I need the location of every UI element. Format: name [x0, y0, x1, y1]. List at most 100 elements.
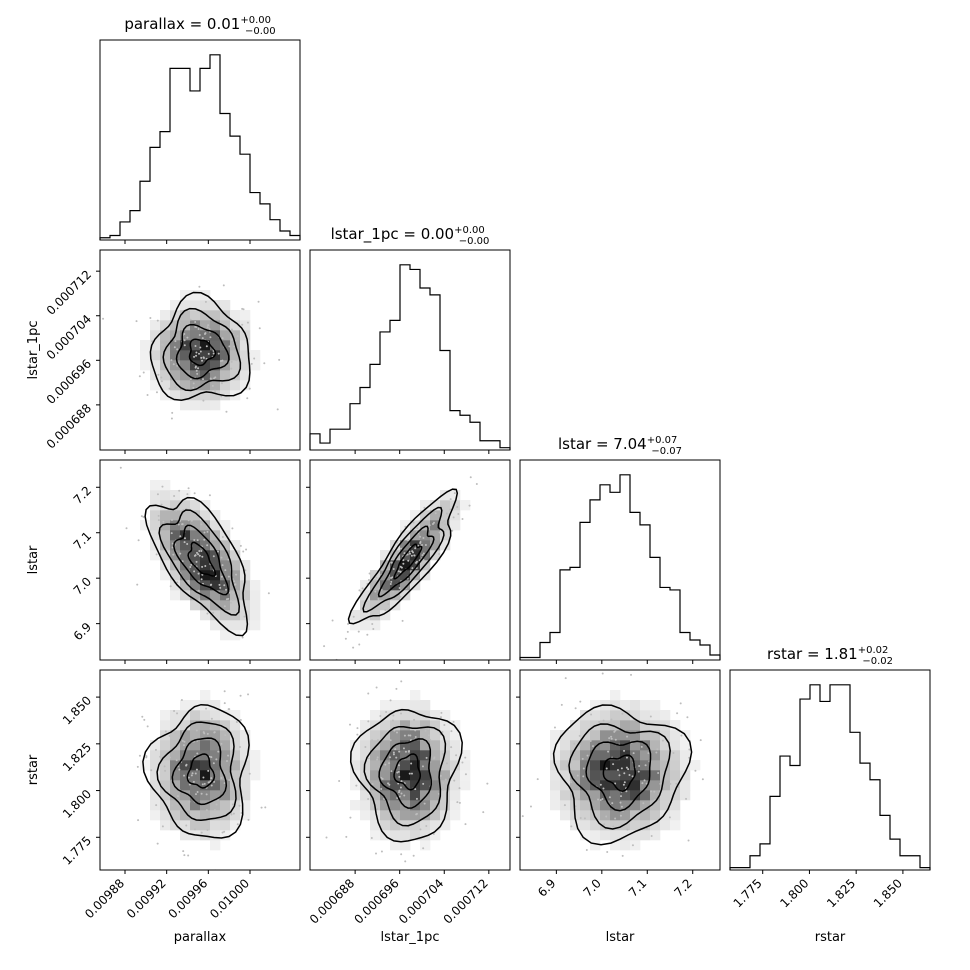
- density-bin: [220, 740, 231, 751]
- sample-point: [201, 359, 204, 362]
- sample-point: [197, 328, 200, 331]
- sample-point: [560, 703, 563, 706]
- sample-point: [358, 643, 361, 646]
- sample-point: [263, 362, 266, 365]
- density-bin: [150, 480, 161, 491]
- sample-point: [218, 583, 221, 586]
- sample-point: [213, 731, 216, 734]
- density-bin: [630, 700, 641, 711]
- sample-point: [228, 372, 231, 375]
- density-bin: [150, 330, 161, 341]
- density-bin: [150, 770, 161, 781]
- sample-point: [204, 565, 207, 568]
- density-bin: [180, 750, 191, 761]
- density-bin: [200, 790, 211, 801]
- density-bin: [640, 800, 651, 811]
- density-bin: [150, 350, 161, 361]
- sample-point: [239, 718, 242, 721]
- sample-point: [445, 512, 448, 515]
- sample-point: [457, 512, 460, 515]
- sample-point: [182, 744, 185, 747]
- title-lstar_1pc: lstar_1pc = 0.00+0.00 −0.00: [331, 225, 490, 247]
- sample-point: [449, 498, 452, 501]
- density-bin: [670, 720, 681, 731]
- density-bin: [430, 820, 441, 831]
- sample-point: [201, 565, 204, 568]
- sample-point: [227, 558, 230, 561]
- density-bin: [170, 320, 181, 331]
- sample-point: [230, 338, 233, 341]
- sample-point: [207, 781, 210, 784]
- sample-point: [439, 774, 442, 777]
- density-bin: [240, 350, 251, 361]
- sample-point: [377, 598, 380, 601]
- density-bin: [560, 790, 571, 801]
- density-bin: [430, 760, 441, 771]
- sample-point: [623, 772, 626, 775]
- sample-point: [188, 800, 191, 803]
- density-bin: [210, 700, 221, 711]
- sample-point: [376, 756, 379, 759]
- sample-point: [415, 797, 418, 800]
- sample-point: [244, 569, 247, 572]
- sample-point: [356, 727, 359, 730]
- sample-point: [206, 732, 209, 735]
- sample-point: [185, 824, 188, 827]
- density-bin: [230, 370, 241, 381]
- density-bin: [570, 720, 581, 731]
- sample-point: [461, 518, 464, 521]
- density-bin: [170, 550, 181, 561]
- sample-point: [668, 816, 671, 819]
- sample-point: [196, 372, 199, 375]
- density-bin: [240, 580, 251, 591]
- sample-point: [233, 345, 236, 348]
- sample-point: [367, 798, 370, 801]
- density-bin: [660, 810, 671, 821]
- density-bin: [150, 340, 161, 351]
- contour-2sigma: [552, 704, 693, 846]
- density-bin: [210, 390, 221, 401]
- axes-frame: [519, 459, 721, 661]
- sample-point: [227, 575, 230, 578]
- sample-point: [227, 754, 230, 757]
- sample-point: [194, 344, 197, 347]
- sample-point: [642, 738, 645, 741]
- density-bin: [380, 710, 391, 721]
- density-bin: [210, 760, 221, 771]
- sample-point: [142, 515, 145, 518]
- density-bin: [420, 530, 431, 541]
- density-bin: [420, 830, 431, 841]
- density-bin: [180, 300, 191, 311]
- sample-point: [408, 750, 411, 753]
- density-bin: [380, 600, 391, 611]
- density-bin: [170, 740, 181, 751]
- density-bin: [170, 370, 181, 381]
- sample-point: [585, 849, 588, 852]
- sample-point: [453, 492, 456, 495]
- density-bin: [570, 780, 581, 791]
- sample-point: [423, 506, 426, 509]
- density-bin: [370, 780, 381, 791]
- y-tick-label: 6.9: [71, 620, 94, 643]
- density-bin: [210, 740, 221, 751]
- density-bin: [360, 740, 371, 751]
- sample-point: [234, 583, 237, 586]
- sample-point: [220, 575, 223, 578]
- sample-point: [220, 777, 223, 780]
- sample-point: [608, 796, 611, 799]
- density-bin: [230, 810, 241, 821]
- sample-point: [200, 356, 203, 359]
- sample-point: [253, 357, 256, 360]
- sample-point: [323, 645, 326, 648]
- sample-point: [367, 579, 370, 582]
- x-tick-label: 0.000696: [351, 876, 401, 926]
- density-bin: [210, 710, 221, 721]
- density-bin: [220, 560, 231, 571]
- density-bin: [160, 350, 171, 361]
- density-bin: [390, 750, 401, 761]
- sample-point: [192, 382, 195, 385]
- density-bin: [200, 830, 211, 841]
- density-bin: [160, 480, 171, 491]
- density-bin: [620, 720, 631, 731]
